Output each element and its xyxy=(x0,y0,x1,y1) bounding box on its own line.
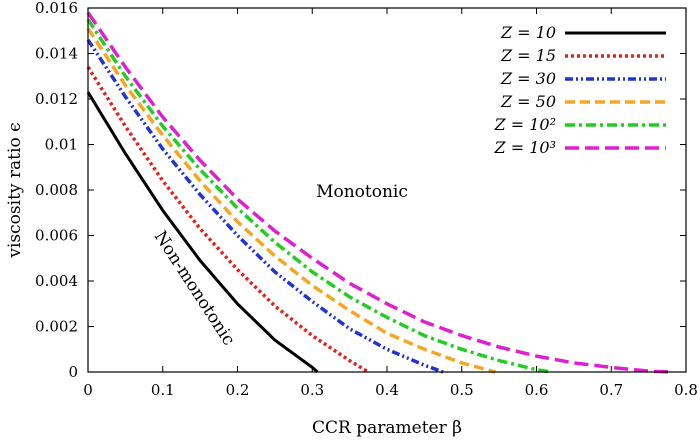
legend-label-3: Z = 50 xyxy=(500,92,556,111)
x-tick-label: 0.1 xyxy=(151,381,175,399)
y-tick-label: 0.01 xyxy=(45,136,78,154)
x-tick-label: 0.3 xyxy=(300,381,324,399)
data-curves xyxy=(86,11,672,374)
y-tick-label: 0.002 xyxy=(35,318,78,336)
x-tick-label: 0 xyxy=(83,381,93,399)
y-tick-label: 0.004 xyxy=(35,272,78,290)
y-axis-label: viscosity ratio ϵ xyxy=(5,122,25,258)
legend-label-1: Z = 15 xyxy=(500,46,556,65)
series-line-0 xyxy=(86,91,319,374)
annotation-monotonic: Monotonic xyxy=(316,182,408,202)
x-tick-label: 0.2 xyxy=(226,381,250,399)
x-tick-label: 0.4 xyxy=(375,381,399,399)
series-line-4 xyxy=(86,18,552,374)
plot-frame xyxy=(87,7,687,373)
x-tick-label: 0.8 xyxy=(674,381,698,399)
x-tick-label: 0.6 xyxy=(525,381,549,399)
y-tick-label: 0.016 xyxy=(35,0,78,17)
series-line-1 xyxy=(86,66,370,374)
x-axis-label: CCR parameter β xyxy=(312,418,462,438)
series-line-2 xyxy=(86,38,444,374)
x-tick-label: 0.7 xyxy=(599,381,623,399)
series-line-3 xyxy=(86,27,496,374)
legend-label-5: Z = 10³ xyxy=(494,138,556,157)
y-tick-label: 0.008 xyxy=(35,181,78,199)
y-tick-label: 0.014 xyxy=(35,45,78,63)
legend-label-2: Z = 30 xyxy=(500,69,556,88)
legend-label-0: Z = 10 xyxy=(500,23,556,42)
legend: Z = 10 Z = 15 Z = 30 Z = 50 Z = 10² Z = 10³ xyxy=(494,23,666,157)
x-tick-label: 0.5 xyxy=(450,381,474,399)
y-tick-label: 0 xyxy=(68,363,78,381)
y-tick-label: 0.012 xyxy=(35,90,78,108)
series-line-5 xyxy=(86,11,672,374)
legend-label-4: Z = 10² xyxy=(494,115,556,134)
y-tick-label: 0.006 xyxy=(35,227,78,245)
axis-ticks: 0 0.1 0.2 0.3 0.4 0.5 0.6 0.7 0.8 0 0.002 0.004 0.00… xyxy=(35,0,698,399)
